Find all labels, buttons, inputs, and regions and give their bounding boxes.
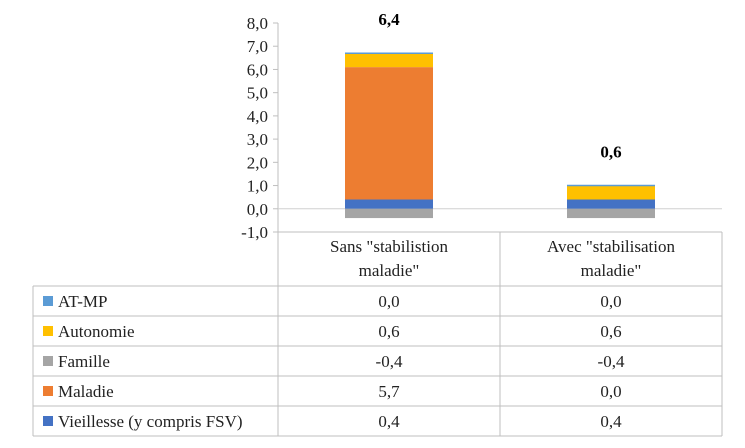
bar-segment — [567, 208, 655, 219]
y-tick-label: 3,0 — [247, 130, 268, 149]
data-cell: 0,6 — [600, 322, 621, 341]
y-tick-label: 0,0 — [247, 200, 268, 219]
data-cell: -0,4 — [376, 352, 403, 371]
data-cell: 0,0 — [600, 382, 621, 401]
bar-segment — [345, 67, 433, 200]
y-tick-label: 6,0 — [247, 60, 268, 79]
data-table: Sans "stabilistion maladie" Avec "stabilis… — [32, 231, 723, 437]
total-label: 6,4 — [378, 10, 400, 29]
series-name: AT-MP — [58, 292, 107, 311]
data-cell: 0,6 — [378, 322, 399, 341]
total-label: 0,6 — [600, 143, 621, 162]
series-name: Vieillesse (y compris FSV) — [58, 412, 243, 431]
y-tick-label: 1,0 — [247, 177, 268, 196]
legend-swatch — [43, 416, 53, 426]
y-tick-label: -1,0 — [241, 223, 268, 242]
legend-swatch — [43, 386, 53, 396]
legend-swatch — [43, 296, 53, 306]
data-cell: 0,4 — [600, 412, 622, 431]
series-name: Autonomie — [58, 322, 135, 341]
category-label: maladie" — [359, 261, 420, 280]
category-label: Avec "stabilisation — [547, 237, 675, 256]
category-label: Sans "stabilistion — [330, 237, 448, 256]
series-name: Famille — [58, 352, 110, 371]
y-tick-label: 4,0 — [247, 107, 268, 126]
legend-swatch — [43, 326, 53, 336]
bar-segment — [345, 208, 433, 219]
bars — [345, 52, 655, 219]
bar-segment — [345, 199, 433, 209]
data-cell: 0,4 — [378, 412, 400, 431]
y-tick-label: 2,0 — [247, 153, 268, 172]
y-tick-label: 8,0 — [247, 14, 268, 33]
data-cell: 0,0 — [378, 292, 399, 311]
bar-segment — [567, 199, 655, 209]
y-tick-label: 5,0 — [247, 84, 268, 103]
series-name: Maladie — [58, 382, 114, 401]
y-axis: -1,0 0,0 1,0 2,0 3,0 4,0 5,0 6,0 7,0 8,0 — [241, 14, 722, 242]
data-cell: 0,0 — [600, 292, 621, 311]
legend-swatch — [43, 356, 53, 366]
bar-segment — [345, 53, 433, 68]
y-tick-label: 7,0 — [247, 37, 268, 56]
data-cell: 5,7 — [378, 382, 400, 401]
total-labels: 6,4 0,6 — [378, 10, 621, 161]
category-label: maladie" — [581, 261, 642, 280]
bar-segment — [567, 185, 655, 200]
data-cell: -0,4 — [598, 352, 625, 371]
